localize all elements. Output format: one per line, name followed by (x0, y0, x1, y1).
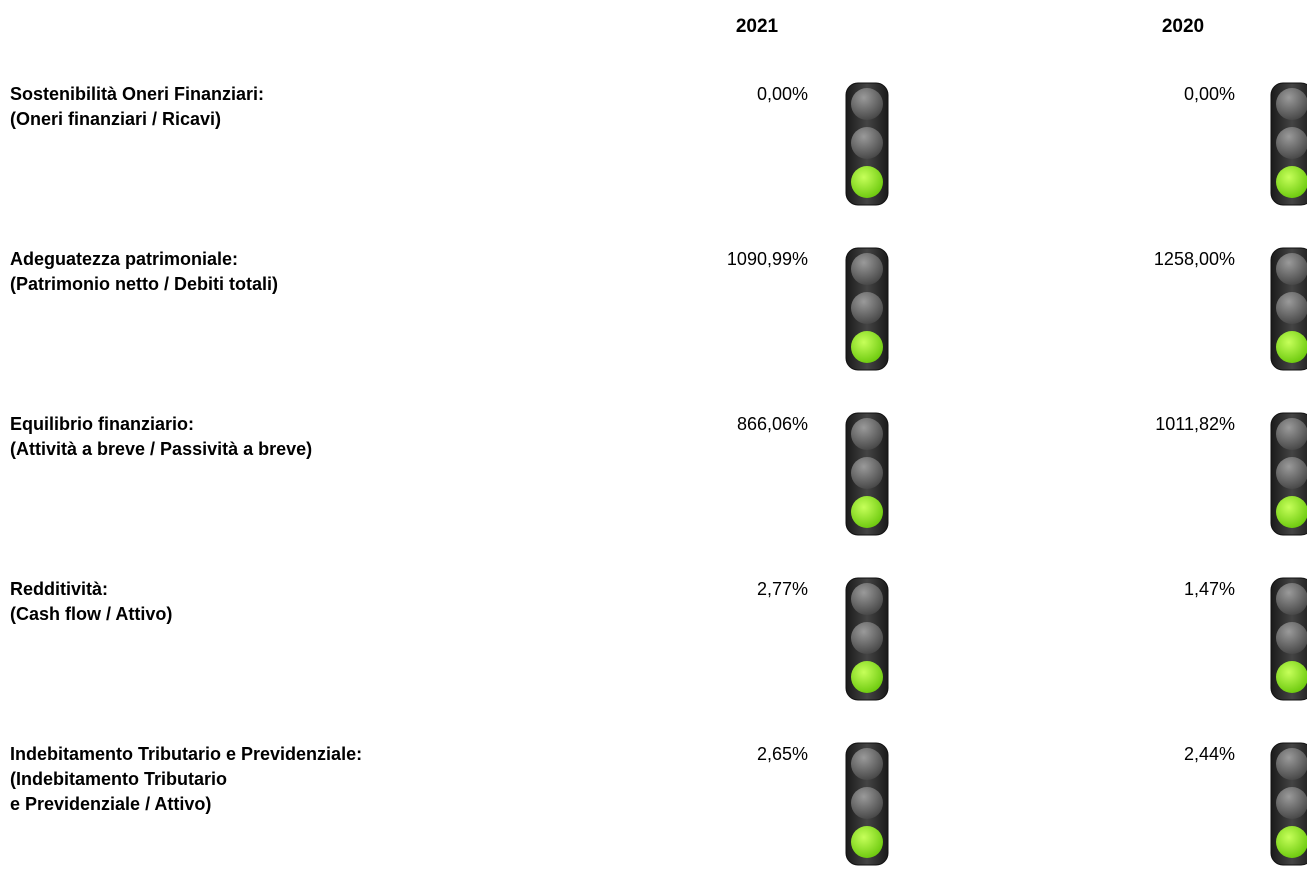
label-line: Sostenibilità Oneri Finanziari: (10, 84, 265, 104)
row-label: Sostenibilità Oneri Finanziari: (Oneri fi… (10, 82, 264, 132)
indicator-value: 0,00% (756, 84, 808, 104)
indicator-value: 2,65% (756, 744, 808, 764)
traffic-light-icon (845, 412, 889, 536)
traffic-light (845, 82, 889, 206)
traffic-light (1270, 412, 1307, 536)
indicator-value: 0,00% (1183, 84, 1235, 104)
label-line: (Attività a breve / Passività a breve) (10, 439, 313, 459)
traffic-light (845, 742, 889, 866)
indicator-value: 2,44% (1183, 744, 1235, 764)
traffic-light-icon (1270, 412, 1307, 536)
traffic-light (845, 412, 889, 536)
label-line: Redditività: (10, 579, 109, 599)
traffic-light (845, 247, 889, 371)
traffic-light (1270, 82, 1307, 206)
traffic-light-icon (1270, 577, 1307, 701)
traffic-light (1270, 742, 1307, 866)
row-label: Adeguatezza patrimoniale: (Patrimonio net… (10, 247, 278, 297)
traffic-light (1270, 247, 1307, 371)
label-line: Equilibrio finanziario: (10, 414, 194, 434)
traffic-light (1270, 577, 1307, 701)
indicator-value: 1258,00% (1153, 249, 1235, 269)
label-line: e Previdenziale / Attivo) (10, 794, 212, 814)
year-header: 2021 (735, 16, 779, 37)
label-line: (Oneri finanziari / Ricavi) (10, 109, 222, 129)
indicator-value: 2,77% (756, 579, 808, 599)
traffic-light-icon (1270, 82, 1307, 206)
traffic-light-icon (845, 82, 889, 206)
row-label: Redditività: (Cash flow / Attivo) (10, 577, 172, 627)
indicator-value: 1011,82% (1155, 414, 1235, 434)
label-line: Adeguatezza patrimoniale: (10, 249, 239, 269)
indicator-value: 866,06% (736, 414, 808, 434)
indicator-value: 1090,99% (726, 249, 808, 269)
year-header: 2020 (1161, 16, 1205, 37)
traffic-light (845, 577, 889, 701)
traffic-light-icon (1270, 247, 1307, 371)
label-line: (Cash flow / Attivo) (10, 604, 173, 624)
indicator-value: 1,47% (1183, 579, 1235, 599)
traffic-light-icon (1270, 742, 1307, 866)
label-line: Indebitamento Tributario e Previdenziale… (10, 744, 363, 764)
traffic-light-icon (845, 742, 889, 866)
label-line: (Patrimonio netto / Debiti totali) (10, 274, 278, 294)
label-line: (Indebitamento Tributario (10, 769, 228, 789)
traffic-light-icon (845, 577, 889, 701)
row-label: Indebitamento Tributario e Previdenziale… (10, 742, 362, 817)
row-label: Equilibrio finanziario: (Attività a breve… (10, 412, 312, 462)
traffic-light-icon (845, 247, 889, 371)
